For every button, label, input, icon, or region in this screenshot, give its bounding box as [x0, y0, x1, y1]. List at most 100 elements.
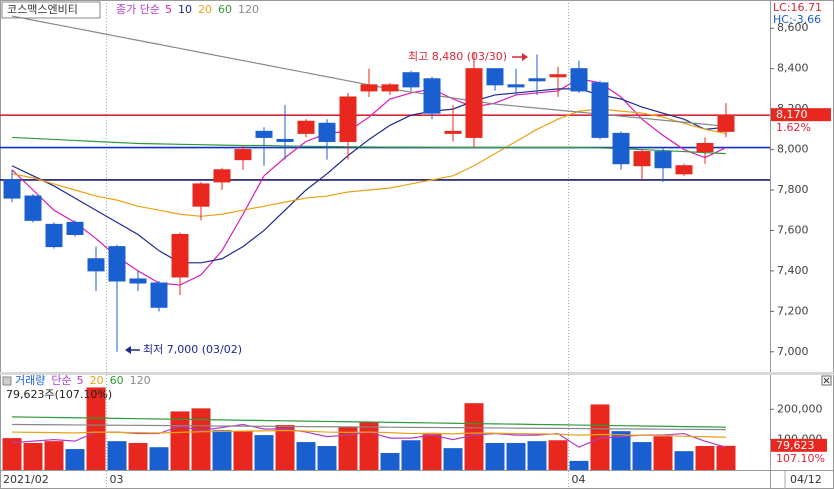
legend-entry: 120	[238, 3, 259, 16]
volume-bar	[317, 446, 337, 470]
candle-body	[528, 78, 546, 82]
candle-body	[360, 84, 378, 92]
y-tick-label: 7,400	[777, 264, 809, 277]
x-tick-label: 2021/02	[3, 473, 49, 486]
last-volume-label: 79,623	[776, 439, 815, 452]
y-tick-label: 8,600	[777, 21, 809, 34]
last-volume-box	[771, 438, 827, 452]
panel-divider	[0, 372, 834, 375]
volume-bar	[275, 425, 295, 470]
volume-bar	[2, 438, 22, 470]
candle-body	[570, 68, 588, 92]
volume-bar	[254, 435, 274, 470]
legend-entry: 5	[77, 374, 84, 387]
y-tick-label: 200,000	[777, 402, 823, 415]
panel-icon	[2, 376, 12, 386]
candle-body	[654, 151, 672, 169]
ma-line	[11, 136, 727, 155]
volume-bar	[422, 434, 442, 470]
volume-bar	[149, 447, 169, 470]
candle-body	[486, 68, 504, 86]
candle-body	[87, 258, 105, 272]
legend-entry: 120	[130, 374, 151, 387]
legend-entry: 60	[218, 3, 232, 16]
volume-bar	[611, 431, 631, 470]
volume-bar	[212, 430, 232, 470]
x-tick-label: 04/12	[790, 473, 822, 486]
volume-bar	[23, 442, 43, 470]
volume-bar	[44, 441, 64, 470]
chart-title: 코스맥스엔비티	[7, 3, 78, 16]
volume-summary: 79,623주(107.10%)	[6, 388, 112, 401]
candle-body	[24, 195, 42, 221]
panel-title: 거래량	[15, 374, 45, 387]
x-tick-label: 03	[110, 473, 124, 486]
candle-body	[696, 142, 714, 153]
volume-bar	[695, 446, 715, 470]
volume-bar	[107, 441, 127, 470]
candle-body	[717, 114, 735, 132]
volume-bar	[128, 442, 148, 470]
volume-bar	[485, 442, 505, 470]
lc-label: LC:16.71	[773, 1, 822, 14]
low-arrow-head	[125, 346, 131, 354]
y-tick-label: 7,800	[777, 183, 809, 196]
volume-bar	[338, 427, 358, 470]
volume-bar	[401, 440, 421, 470]
last-price-label: 8,170	[776, 108, 808, 121]
volume-bar	[443, 448, 463, 470]
volume-bar	[86, 387, 106, 470]
volume-bar	[191, 408, 211, 470]
candle-body	[675, 165, 693, 175]
candle-body	[444, 130, 462, 134]
volume-bar	[233, 431, 253, 470]
candle-body	[297, 120, 315, 134]
ma-line	[11, 423, 727, 431]
low-annotation: 최저 7,000 (03/02)	[143, 343, 242, 356]
volume-bar	[569, 460, 589, 470]
y-tick-label: 8,000	[777, 143, 809, 156]
candle-body	[213, 169, 231, 183]
volume-bar	[548, 440, 568, 470]
y-tick-label: 8,400	[777, 62, 809, 75]
candle-body	[465, 68, 483, 138]
legend-prefix: 단순	[51, 374, 71, 387]
candle-body	[612, 132, 630, 165]
ma-line	[11, 416, 727, 428]
volume-bar	[590, 404, 610, 470]
candle-body	[66, 221, 84, 235]
candle-body	[171, 233, 189, 278]
high-annotation: 최고 8,480 (03/30)	[408, 50, 507, 63]
candle-body	[234, 149, 252, 161]
legend-entry: 20	[90, 374, 104, 387]
volume-bar	[716, 445, 736, 470]
candle-body	[108, 246, 126, 282]
candle-body	[150, 282, 168, 308]
close-icon	[823, 377, 830, 384]
candle-body	[129, 278, 147, 284]
candle-body	[339, 96, 357, 142]
volume-bar	[632, 442, 652, 470]
volume-bar	[653, 436, 673, 470]
high-arrow-head	[522, 53, 528, 61]
legend-entry: 20	[198, 3, 212, 16]
volume-change-label: 107.10%	[776, 452, 825, 465]
x-tick-label: 04	[572, 473, 586, 486]
candle-body	[318, 122, 336, 142]
volume-bar	[527, 441, 547, 470]
candle-body	[507, 84, 525, 88]
candle-body	[633, 151, 651, 167]
volume-bar	[674, 451, 694, 470]
y-tick-label: 7,200	[777, 304, 809, 317]
candle-body	[45, 223, 63, 248]
legend-prefix: 종가 단순	[116, 3, 160, 16]
volume-bar	[296, 442, 316, 470]
candle-body	[192, 183, 210, 207]
legend-entry: 5	[165, 3, 172, 16]
y-tick-label: 7,600	[777, 223, 809, 236]
candle-body	[402, 72, 420, 88]
candle-body	[549, 74, 567, 78]
volume-bar	[170, 411, 190, 470]
candle-body	[381, 84, 399, 92]
